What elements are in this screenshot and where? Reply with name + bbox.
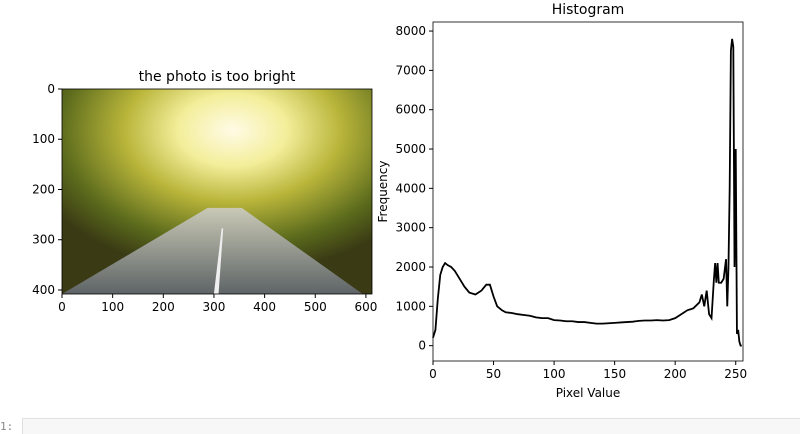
- cell-prompt: 1:: [0, 420, 14, 433]
- y-tick-label: 6000: [395, 103, 426, 117]
- y-tick-label: 300: [32, 233, 55, 247]
- axes-title: the photo is too bright: [139, 69, 296, 85]
- histogram-line: [432, 38, 742, 347]
- y-tick-label: 0: [418, 339, 426, 353]
- photo-road: [62, 207, 363, 294]
- y-tick-label: 1000: [395, 299, 426, 313]
- y-tick-label: 100: [32, 132, 55, 146]
- x-tick-label: 0: [429, 367, 437, 381]
- y-tick-label: 3000: [395, 221, 426, 235]
- axes-title: Histogram: [552, 2, 625, 18]
- axes-frame: [432, 21, 744, 362]
- x-tick-label: 0: [58, 300, 66, 314]
- x-tick-label: 200: [152, 300, 175, 314]
- x-tick-label: 50: [486, 367, 501, 381]
- code-cell[interactable]: [22, 418, 800, 434]
- x-tick-label: 600: [354, 300, 377, 314]
- axes-frame: [61, 88, 373, 295]
- y-tick-label: 5000: [395, 142, 426, 156]
- y-tick-label: 7000: [395, 63, 426, 77]
- y-tick-label: 400: [32, 283, 55, 297]
- x-tick-label: 500: [304, 300, 327, 314]
- x-tick-label: 250: [724, 367, 747, 381]
- x-tick-label: 100: [101, 300, 124, 314]
- y-axis-label: Frequency: [376, 161, 390, 223]
- x-tick-label: 400: [253, 300, 276, 314]
- y-tick-label: 2000: [395, 260, 426, 274]
- x-tick-label: 100: [543, 367, 566, 381]
- y-tick-label: 200: [32, 182, 55, 196]
- x-tick-label: 150: [603, 367, 626, 381]
- x-axis-label: Pixel Value: [556, 386, 621, 400]
- y-tick-label: 4000: [395, 181, 426, 195]
- x-tick-label: 200: [664, 367, 687, 381]
- photo-road-line: [213, 228, 224, 294]
- x-tick-label: 300: [203, 300, 226, 314]
- y-tick-label: 8000: [395, 24, 426, 38]
- y-tick-label: 0: [47, 82, 55, 96]
